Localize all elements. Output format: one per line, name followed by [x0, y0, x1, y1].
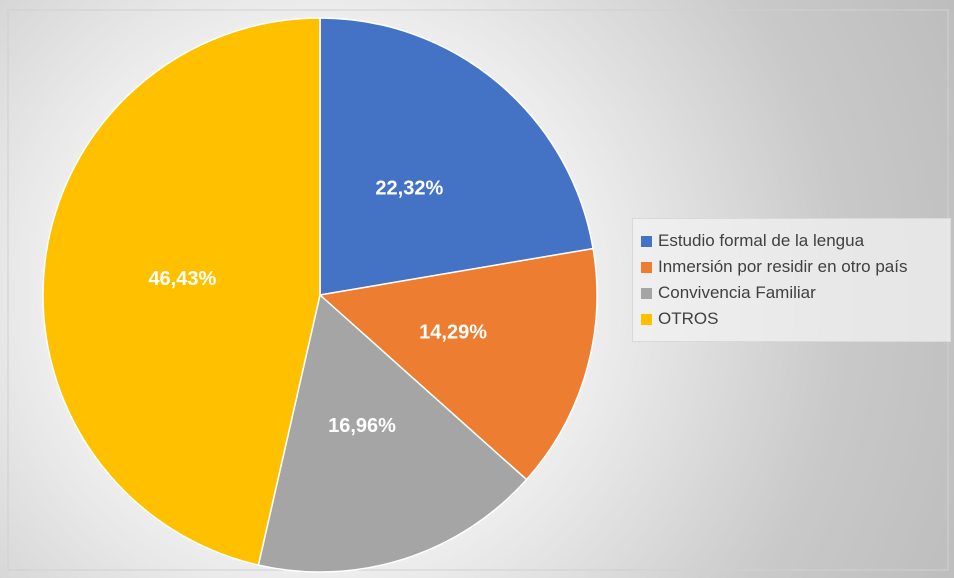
legend: Estudio formal de la lengua Inmersión por…: [632, 218, 951, 342]
legend-swatch: [641, 314, 652, 325]
data-label: 14,29%: [419, 322, 487, 344]
data-label: 22,32%: [375, 177, 443, 199]
legend-label: Convivencia Familiar: [658, 283, 816, 302]
legend-item: Inmersión por residir en otro país: [639, 256, 944, 278]
legend-item: Convivencia Familiar: [639, 282, 944, 304]
legend-label: OTROS: [658, 309, 719, 328]
legend-label: Estudio formal de la lengua: [658, 231, 865, 250]
pie-slice: [318, 247, 598, 481]
legend-swatch: [641, 288, 652, 299]
legend-label: Inmersión por residir en otro país: [658, 257, 908, 276]
legend-item: Estudio formal de la lengua: [639, 230, 944, 252]
pie-slice: [319, 17, 594, 296]
pie-slice: [257, 293, 528, 573]
legend-swatch: [641, 236, 652, 247]
legend-item: OTROS: [639, 308, 944, 330]
pie-slice: [42, 17, 321, 566]
legend-swatch: [641, 262, 652, 273]
data-label: 46,43%: [148, 268, 216, 290]
data-label: 16,96%: [328, 415, 396, 437]
